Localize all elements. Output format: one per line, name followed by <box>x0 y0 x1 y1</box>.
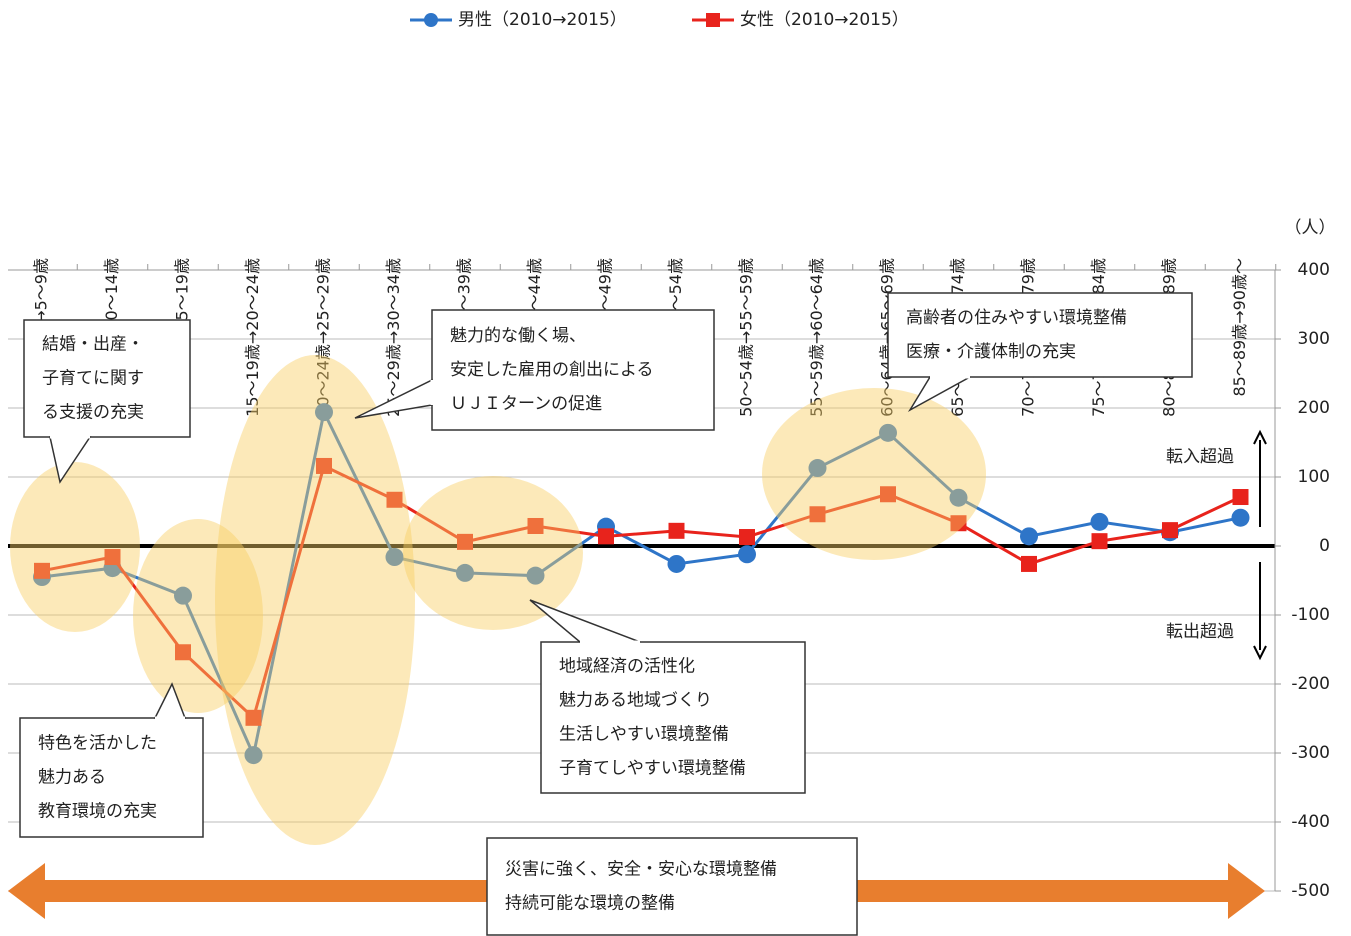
annotation: 転出超過 <box>1166 622 1234 642</box>
arrow <box>1253 562 1267 661</box>
callout-text: 高齢者の住みやすい環境整備 <box>906 308 1127 328</box>
callout-box <box>19 717 204 838</box>
callout-text: 医療・介護体制の充実 <box>906 342 1076 362</box>
callout-box <box>486 837 858 936</box>
x-tick-label: 25～29歳→30～34歳 <box>384 258 403 417</box>
marker <box>386 491 403 508</box>
y-tick-label: 0 <box>1319 536 1330 556</box>
marker <box>1232 489 1249 506</box>
y-tick-label: 200 <box>1298 398 1330 418</box>
legend-marker <box>424 13 438 27</box>
callout: 魅力的な働く場、安定した雇用の創出による ＵＪＩターンの促進 <box>354 309 715 431</box>
marker <box>174 586 192 605</box>
y-tick-label: -300 <box>1291 743 1330 763</box>
callout-pointer <box>529 599 641 643</box>
marker <box>739 529 755 546</box>
highlight <box>10 462 140 632</box>
y-tick-label: 100 <box>1298 467 1330 487</box>
highlight <box>403 476 583 630</box>
callout-text: 結婚・出産・ <box>42 335 144 355</box>
legend-label: 女性（2010→2015） <box>740 10 909 30</box>
callout-box <box>887 292 1193 378</box>
marker <box>598 528 614 545</box>
highlight <box>215 355 415 845</box>
marker <box>1162 522 1178 539</box>
marker <box>527 517 544 534</box>
annotation: 転入超過 <box>1166 447 1234 467</box>
series-line <box>41 463 1242 721</box>
x-tick-label: 15～19歳→20～24歳 <box>243 258 262 417</box>
y-tick-label: -200 <box>1291 674 1330 694</box>
marker <box>385 548 404 567</box>
marker <box>1091 533 1108 550</box>
arrow <box>1253 429 1267 527</box>
callout-box <box>431 309 715 431</box>
callout-text: 魅力的な働く場、 <box>450 326 586 346</box>
marker <box>34 562 50 579</box>
callout-text: 子育てに関す <box>42 369 144 389</box>
series-line <box>41 407 1241 760</box>
callout-text: 地域経済の活性化 <box>559 657 695 677</box>
unit-label: （人） <box>1285 218 1336 238</box>
callout-text: 持続可能な環境の整備 <box>505 894 675 914</box>
marker <box>738 545 756 564</box>
callout-text: 生活しやすい環境整備 <box>559 725 729 745</box>
callout-text: 子育てしやすい環境整備 <box>559 759 746 779</box>
marker <box>244 746 263 765</box>
y-tick-label: -500 <box>1291 881 1330 901</box>
x-tick-label: 20～24歳→25～29歳 <box>314 258 333 417</box>
marker <box>175 644 191 661</box>
y-tick-label: 300 <box>1298 329 1330 349</box>
highlight <box>762 388 986 560</box>
marker <box>456 563 474 582</box>
y-tick-label: -100 <box>1291 605 1330 625</box>
marker <box>1021 555 1037 572</box>
marker <box>880 486 896 503</box>
marker <box>879 423 897 442</box>
marker <box>457 533 473 550</box>
marker <box>1020 527 1038 546</box>
callout-text: 災害に強く、安全・安心な環境整備 <box>505 860 777 880</box>
callout-text: 魅力ある <box>38 768 106 788</box>
marker <box>526 566 545 585</box>
marker <box>667 554 686 573</box>
marker <box>808 459 827 478</box>
x-tick-label: 55～59歳→60～64歳 <box>807 258 826 417</box>
y-tick-label: -400 <box>1291 812 1330 832</box>
marker <box>1090 512 1109 531</box>
marker <box>950 515 967 532</box>
callout-box <box>540 641 806 794</box>
x-tick-label: 50～54歳→55～59歳 <box>737 258 756 417</box>
marker <box>245 709 262 726</box>
callout-text: 特色を活かした <box>38 734 157 754</box>
callout-box <box>23 319 191 438</box>
y-tick-label: 400 <box>1298 260 1330 280</box>
marker <box>104 549 121 566</box>
marker <box>1231 508 1250 527</box>
marker <box>315 403 333 422</box>
marker <box>949 488 968 507</box>
marker <box>809 506 826 523</box>
legend-marker <box>706 13 720 27</box>
callout-text: ＵＪＩターンの促進 <box>450 394 602 414</box>
marker <box>316 457 332 474</box>
callout-text: 安定した雇用の創出による <box>450 360 654 380</box>
callout-text: る支援の充実 <box>42 403 144 423</box>
legend-label: 男性（2010→2015） <box>458 10 627 30</box>
highlight <box>133 519 263 713</box>
x-tick-label: 85～89歳→90歳～ <box>1230 258 1249 397</box>
callout-text: 魅力ある地域づくり <box>559 691 712 711</box>
callout-text: 教育環境の充実 <box>38 802 157 822</box>
marker <box>668 522 685 539</box>
